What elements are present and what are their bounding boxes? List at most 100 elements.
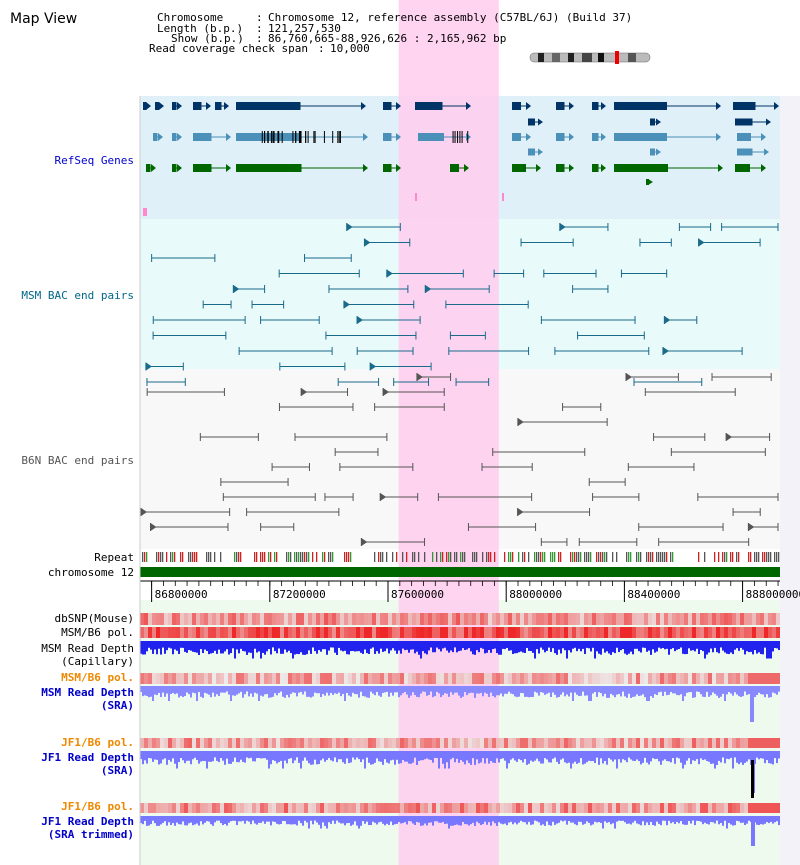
gene-exon[interactable]	[733, 102, 756, 110]
gene-exon[interactable]	[512, 133, 521, 141]
depth-bar	[508, 641, 510, 651]
gene-exon[interactable]	[556, 164, 565, 172]
gene-exon[interactable]	[193, 102, 202, 110]
depth-bar	[146, 751, 148, 764]
gene-exon[interactable]	[592, 133, 599, 141]
gene-fragment[interactable]	[143, 208, 147, 216]
gene-exon[interactable]	[614, 133, 667, 141]
gene-fragment[interactable]	[502, 193, 504, 201]
gene-exon[interactable]	[418, 133, 444, 141]
gene-exon[interactable]	[512, 164, 526, 172]
gene-exon[interactable]	[415, 102, 443, 110]
depth-bar	[554, 751, 556, 758]
selected-region-highlight[interactable]	[398, 0, 499, 865]
repeat-track[interactable]	[142, 552, 780, 562]
b6n-bac-track[interactable]	[140, 373, 779, 546]
gene-exon[interactable]	[172, 102, 177, 110]
gene-exon[interactable]	[193, 133, 212, 141]
chromosome-bar[interactable]	[140, 567, 780, 577]
depth-bar	[468, 641, 470, 649]
gene-strand-arrow	[151, 164, 156, 172]
polymorphism-bin	[616, 738, 620, 748]
gene-exon[interactable]	[592, 164, 599, 172]
gene-fragment[interactable]	[415, 193, 417, 201]
msm-bac-track[interactable]	[145, 223, 779, 386]
depth-bar	[744, 816, 746, 825]
depth-bar	[494, 751, 496, 764]
gene-exon[interactable]	[556, 133, 565, 141]
polymorphism-bin	[288, 613, 292, 625]
polymorphism-bin	[232, 613, 236, 625]
gene-exon[interactable]	[383, 102, 392, 110]
depth-bar	[468, 816, 470, 826]
chromosome-ideogram[interactable]	[529, 51, 651, 64]
gene-exon[interactable]	[735, 164, 750, 172]
gene-strand-arrow	[361, 102, 366, 110]
polymorphism-bin	[692, 673, 696, 684]
depth-bar	[140, 686, 142, 692]
polymorphism-bin	[688, 627, 692, 638]
read-depth-tracks[interactable]	[140, 641, 780, 846]
gene-exon[interactable]	[215, 102, 222, 110]
depth-bar	[552, 751, 554, 759]
gene-exon[interactable]	[193, 164, 212, 172]
polymorphism-bin	[292, 673, 296, 684]
gene-exon[interactable]	[528, 118, 535, 126]
gene-exon[interactable]	[383, 133, 392, 141]
depth-bar	[214, 641, 216, 651]
polymorphism-bin	[452, 738, 456, 748]
polymorphism-bin	[276, 627, 280, 638]
gene-exon[interactable]	[512, 102, 521, 110]
repeat-element	[238, 552, 240, 562]
repeat-element	[770, 552, 772, 562]
gene-exon[interactable]	[153, 133, 158, 141]
polymorphism-bin	[472, 803, 476, 813]
polymorphism-bin	[196, 738, 200, 748]
repeat-element	[268, 552, 270, 562]
gene-exon[interactable]	[172, 133, 177, 141]
depth-bar	[232, 686, 234, 696]
depth-bar	[650, 751, 652, 762]
polymorphism-bin	[592, 738, 596, 748]
depth-bar	[548, 816, 550, 825]
gene-exon[interactable]	[614, 164, 668, 172]
polymorphism-bin	[752, 613, 756, 625]
depth-bar	[258, 641, 260, 652]
depth-bar	[208, 686, 210, 695]
gene-exon[interactable]	[155, 102, 159, 110]
gene-exon[interactable]	[143, 102, 147, 110]
depth-bar	[514, 816, 516, 823]
gene-exon[interactable]	[146, 164, 151, 172]
gene-exon[interactable]	[614, 102, 667, 110]
polymorphism-bin	[676, 803, 680, 813]
gene-exon[interactable]	[737, 133, 751, 141]
repeat-element	[344, 552, 346, 562]
depth-bar	[670, 641, 672, 650]
polymorphism-heat-tracks[interactable]	[140, 613, 780, 813]
depth-bar	[774, 641, 776, 648]
gene-exon[interactable]	[556, 102, 565, 110]
depth-bar	[274, 751, 276, 761]
bac-end-arrow	[559, 223, 566, 231]
gene-exon[interactable]	[172, 164, 177, 172]
gene-exon[interactable]	[528, 148, 535, 156]
gene-exon[interactable]	[450, 164, 459, 172]
gene-exon[interactable]	[737, 148, 753, 156]
gene-exon[interactable]	[735, 118, 753, 126]
gene-exon[interactable]	[236, 164, 302, 172]
gene-exon[interactable]	[383, 164, 392, 172]
gene-exon[interactable]	[646, 179, 649, 185]
polymorphism-bin	[296, 627, 300, 638]
gene-exon[interactable]	[236, 102, 301, 110]
refseq-genes-track[interactable]	[143, 102, 779, 216]
depth-bar	[602, 686, 604, 697]
gene-exon[interactable]	[592, 102, 599, 110]
polymorphism-bin	[320, 803, 324, 813]
polymorphism-bin	[552, 803, 556, 813]
polymorphism-bin	[604, 627, 608, 638]
polymorphism-bin	[612, 627, 616, 638]
gene-exon[interactable]	[650, 118, 655, 126]
depth-bar	[326, 816, 328, 829]
depth-bar	[596, 751, 598, 758]
gene-exon[interactable]	[650, 148, 655, 156]
